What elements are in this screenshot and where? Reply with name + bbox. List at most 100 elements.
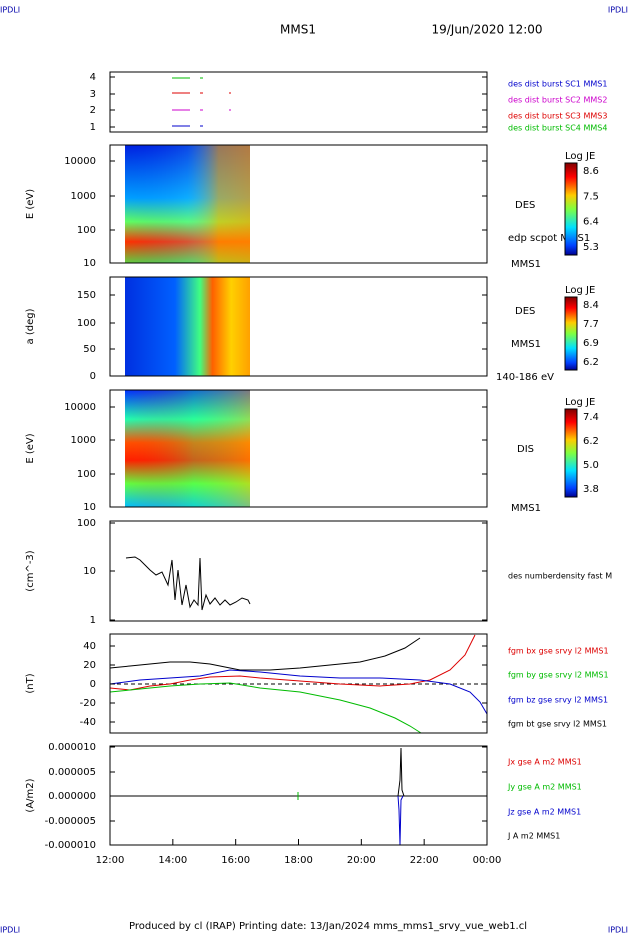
- panel-label: fgm by gse srvy l2 MMS1: [508, 671, 609, 680]
- y-tick-label: 100: [77, 469, 96, 480]
- y-tick-label: 150: [77, 290, 96, 301]
- bt-trace: [109, 637, 421, 671]
- y-tick-label: -20: [80, 698, 96, 709]
- y-tick-label: 0.000010: [48, 742, 96, 753]
- current-spike: [397, 795, 404, 846]
- y-tick-label: 3: [90, 89, 96, 100]
- datetime: 19/Jun/2020 12:00: [431, 23, 542, 37]
- panel-label: des dist burst SC4 MMS4: [508, 124, 607, 133]
- y-tick-label: 0: [90, 679, 96, 690]
- corner-label: IPDLI: [608, 926, 628, 934]
- y-axis-label: (cm^-3): [25, 550, 36, 591]
- colorbar-tick-label: 6.2: [583, 436, 599, 447]
- corner-label: IPDLI: [608, 6, 628, 15]
- colorbar-tick-label: 5.0: [583, 460, 599, 471]
- bz-trace: [109, 669, 488, 715]
- colorbar-title: Log JE: [565, 285, 595, 296]
- corner-label: IPDLI: [0, 926, 20, 934]
- y-tick-label: 100: [77, 225, 96, 236]
- x-tick-label: 12:00: [96, 855, 125, 866]
- panel-label: MMS1: [511, 503, 541, 514]
- panel-label: fgm bx gse srvy l2 MMS1: [508, 647, 609, 656]
- colorbar-tick-label: 6.4: [583, 217, 599, 228]
- spectrogram-overlay: [125, 390, 250, 507]
- colorbar-title: Log JE: [565, 397, 595, 408]
- y-tick-label: 10: [83, 566, 96, 577]
- y-tick-label: 1000: [71, 435, 96, 446]
- current-spike: [397, 747, 405, 797]
- y-tick-label: -40: [80, 717, 96, 728]
- y-tick-label: -0.000005: [45, 816, 96, 827]
- panel-label: des dist burst SC3 MMS3: [508, 112, 607, 121]
- y-tick-label: 4: [90, 72, 96, 83]
- colorbar-tick-label: 7.7: [583, 319, 599, 330]
- y-tick-label: 10: [83, 502, 96, 513]
- x-tick-label: 18:00: [284, 855, 313, 866]
- colorbar-tick-label: 7.5: [583, 191, 599, 202]
- colorbar-tick-label: 3.8: [583, 484, 599, 495]
- panel-label: des dist burst SC2 MMS2: [508, 96, 607, 105]
- colorbar-tick-label: 6.9: [583, 338, 599, 349]
- y-tick-label: 1: [90, 615, 96, 626]
- colorbar-title: Log JE: [565, 151, 595, 162]
- panel-frame: [109, 144, 488, 264]
- panel-label: DES: [515, 200, 535, 211]
- colorbar-tick-label: 8.6: [583, 166, 599, 177]
- y-axis-label: E (eV): [25, 189, 36, 219]
- y-tick-label: 20: [83, 660, 96, 671]
- panel-frame: [109, 71, 488, 133]
- panel-label: edp scpot MMS1: [508, 233, 590, 244]
- title: MMS1: [280, 23, 316, 37]
- y-tick-label: 1: [90, 122, 96, 133]
- colorbar-tick-label: 6.2: [583, 357, 599, 368]
- x-tick-label: 22:00: [410, 855, 439, 866]
- colorbar: [564, 408, 578, 498]
- current-traces: [110, 747, 487, 846]
- y-tick-label: 100: [77, 318, 96, 329]
- panel-frame: [109, 520, 488, 622]
- panel-label: fgm bt gse srvy l2 MMS1: [508, 720, 607, 729]
- y-tick-label: -0.000010: [45, 840, 96, 851]
- colorbar-tick-label: 5.3: [583, 242, 599, 253]
- y-tick-label: 0.000000: [48, 791, 96, 802]
- x-tick-label: 20:00: [347, 855, 376, 866]
- panel-label: fgm bz gse srvy l2 MMS1: [508, 696, 608, 705]
- y-tick-label: 100: [77, 518, 96, 529]
- y-tick-label: 0: [90, 371, 96, 382]
- panel-frame: [109, 276, 488, 377]
- by-trace: [109, 682, 422, 734]
- panel-label: des numberdensity fast M: [508, 572, 612, 581]
- panel-label: Jz gse A m2 MMS1: [507, 808, 581, 817]
- y-tick-label: 0.000005: [48, 767, 96, 778]
- y-tick-label: 2: [90, 105, 96, 116]
- panel-label: Jx gse A m2 MMS1: [507, 758, 582, 767]
- colorbar: [564, 296, 578, 371]
- y-axis-label: (A/m2): [25, 778, 36, 812]
- spectrogram: [125, 277, 250, 376]
- x-tick-label: 14:00: [158, 855, 187, 866]
- y-tick-label: 1000: [71, 191, 96, 202]
- density-trace: [125, 556, 251, 611]
- footer: Produced by cl (IRAP) Printing date: 13/…: [129, 921, 527, 932]
- panel-label: des dist burst SC1 MMS1: [508, 80, 607, 89]
- y-tick-label: 10000: [64, 402, 96, 413]
- y-tick-label: 10: [83, 258, 96, 269]
- y-axis-label: a (deg): [25, 308, 36, 344]
- panel-frame: [109, 389, 488, 508]
- panel-label: 140-186 eV: [496, 372, 554, 383]
- colorbar-tick-label: 8.4: [583, 300, 599, 311]
- y-tick-label: 40: [83, 641, 96, 652]
- colorbar-tick-label: 7.4: [583, 412, 599, 423]
- bx-trace: [109, 634, 476, 691]
- y-axis-label: E (eV): [25, 433, 36, 463]
- burst-markers: [172, 77, 231, 127]
- corner-label: IPDLI: [0, 6, 20, 15]
- panel-label: MMS1: [511, 259, 541, 270]
- y-axis-label: (nT): [25, 673, 36, 693]
- x-tick-label: 16:00: [221, 855, 250, 866]
- y-tick-label: 10000: [64, 156, 96, 167]
- x-tick-label: 00:00: [473, 855, 502, 866]
- panel-label: J A m2 MMS1: [507, 832, 560, 841]
